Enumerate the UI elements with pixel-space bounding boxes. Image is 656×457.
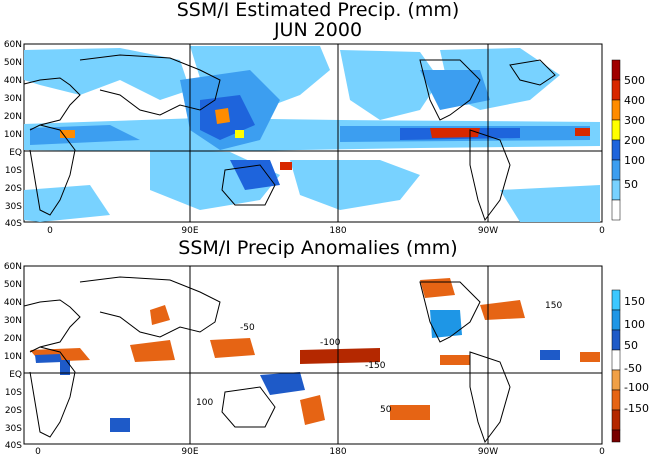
contour-label-50: 50 — [380, 405, 392, 415]
top-lat-50n: 50N — [4, 58, 22, 68]
top-colorbar: 500 400 300 200 100 50 — [611, 59, 645, 221]
bottom-lon-labels: 0 90E 180 90W 0 — [35, 447, 605, 457]
top-cb-50: 50 — [624, 178, 638, 191]
bottom-contour-labels: -50 -100 -150 50 100 150 — [196, 301, 562, 415]
top-lat-10n: 10N — [4, 130, 22, 140]
top-lon-labels: 0 90E 180 90W 0 — [47, 226, 605, 236]
top-lat-10s: 10S — [5, 166, 22, 176]
top-precip-field — [24, 46, 600, 222]
bottom-map: -50 -100 -150 50 100 150 — [23, 265, 603, 445]
top-lat-40n: 40N — [4, 76, 22, 86]
top-lat-20n: 20N — [4, 112, 22, 122]
top-lon-180: 180 — [329, 226, 346, 236]
bottom-cb-neg100: -100 — [624, 381, 649, 394]
bottom-lon-90e: 90E — [181, 447, 198, 457]
bottom-lat-30s: 30S — [5, 424, 22, 434]
top-title-line2: JUN 2000 — [273, 19, 362, 41]
bottom-lat-20n: 20N — [4, 334, 22, 344]
top-lon-0: 0 — [47, 226, 53, 236]
top-lat-40s: 40S — [5, 219, 22, 229]
bottom-lat-50n: 50N — [4, 280, 22, 290]
bottom-lat-eq: EQ — [9, 370, 22, 380]
top-lat-eq: EQ — [9, 148, 22, 158]
bottom-grid — [24, 266, 602, 444]
contour-label-neg50: -50 — [240, 323, 255, 333]
bottom-lat-10n: 10N — [4, 352, 22, 362]
bottom-title: SSM/I Precip Anomalies (mm) — [178, 237, 457, 259]
top-lon-90e: 90E — [181, 226, 198, 236]
top-cb-300: 300 — [624, 114, 645, 127]
contour-label-100: 100 — [196, 398, 213, 408]
bottom-cb-100: 100 — [624, 318, 645, 331]
top-lat-20s: 20S — [5, 184, 22, 194]
bottom-colorbar: 150 100 50 -50 -100 -150 — [611, 289, 649, 443]
bottom-cb-150: 150 — [624, 295, 645, 308]
contour-label-150: 150 — [545, 301, 562, 311]
top-map — [23, 43, 603, 223]
top-lat-30s: 30S — [5, 202, 22, 212]
bottom-lon-90w: 90W — [478, 447, 498, 457]
bottom-lat-40n: 40N — [4, 298, 22, 308]
top-cb-100: 100 — [624, 154, 645, 167]
bottom-anomaly-field — [30, 278, 600, 432]
bottom-lat-40s: 40S — [5, 441, 22, 451]
top-lon-0-right: 0 — [599, 226, 605, 236]
top-cb-400: 400 — [624, 94, 645, 107]
bottom-lon-0: 0 — [35, 447, 41, 457]
bottom-lat-labels: 60N 50N 40N 30N 20N 10N EQ 10S 20S 30S 4… — [4, 262, 22, 451]
bottom-cb-neg50: -50 — [624, 362, 642, 375]
top-lon-90w: 90W — [478, 226, 498, 236]
contour-label-neg100: -100 — [320, 338, 341, 348]
bottom-coastlines — [23, 276, 511, 444]
top-grid — [24, 44, 602, 222]
top-cb-200: 200 — [624, 134, 645, 147]
bottom-lat-30n: 30N — [4, 316, 22, 326]
bottom-cb-50: 50 — [624, 339, 638, 352]
top-coastlines — [23, 54, 556, 222]
top-title-line1: SSM/I Estimated Precip. (mm) — [177, 0, 460, 21]
bottom-lat-10s: 10S — [5, 388, 22, 398]
contour-label-neg150: -150 — [365, 361, 386, 371]
top-lat-30n: 30N — [4, 94, 22, 104]
bottom-lon-180: 180 — [329, 447, 346, 457]
bottom-lat-60n: 60N — [4, 262, 22, 272]
top-lat-labels: 60N 50N 40N 30N 20N 10N EQ 10S 20S 30S 4… — [4, 40, 22, 229]
top-lat-60n: 60N — [4, 40, 22, 50]
top-cb-500: 500 — [624, 74, 645, 87]
bottom-lat-20s: 20S — [5, 406, 22, 416]
bottom-lon-0-right: 0 — [599, 447, 605, 457]
bottom-cb-neg150: -150 — [624, 402, 649, 415]
